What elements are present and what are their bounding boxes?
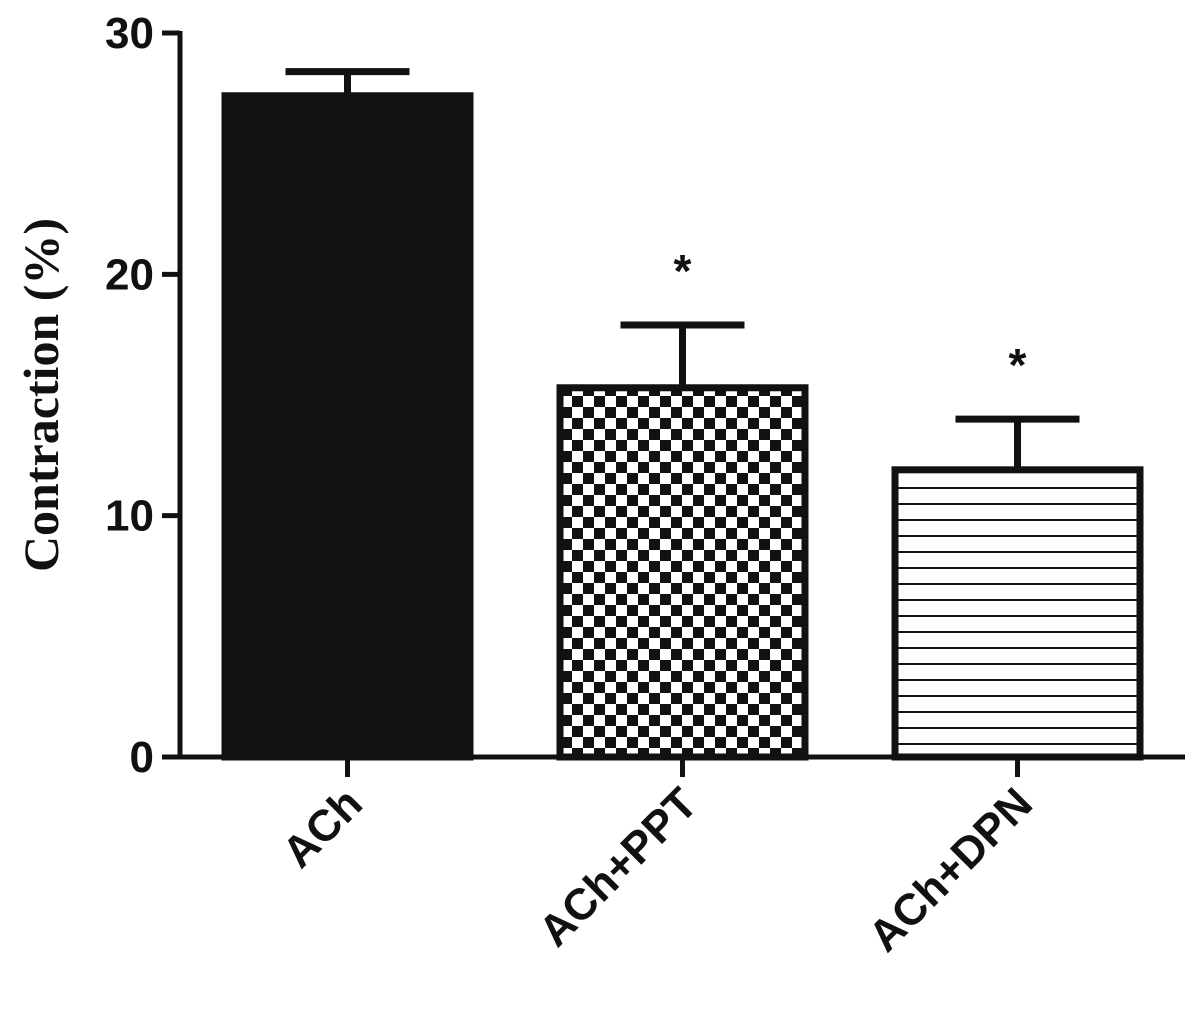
significance-marker: * <box>1009 339 1027 391</box>
x-tick-label-group: ACh <box>273 779 372 878</box>
y-tick-label: 0 <box>130 733 154 782</box>
y-axis-title-group: Contraction (%) <box>13 218 69 572</box>
x-tick-label: ACh <box>273 779 372 878</box>
y-tick-label: 20 <box>105 250 154 299</box>
significance-marker: * <box>674 245 692 297</box>
x-tick-label-group: ACh+DPN <box>859 779 1041 961</box>
y-tick-label: 10 <box>105 492 154 541</box>
x-tick-label: ACh+PPT <box>530 779 707 956</box>
bar-ach-ppt <box>556 384 809 761</box>
bars <box>221 92 1144 761</box>
y-axis-title: Contraction (%) <box>13 218 69 572</box>
bar-ach-dpn <box>891 466 1144 761</box>
x-tick-label: ACh+DPN <box>859 779 1041 961</box>
x-tick-label-group: ACh+PPT <box>530 779 707 956</box>
bar-ach <box>221 92 474 761</box>
y-tick-label: 30 <box>105 9 154 58</box>
error-bars <box>285 68 1080 470</box>
